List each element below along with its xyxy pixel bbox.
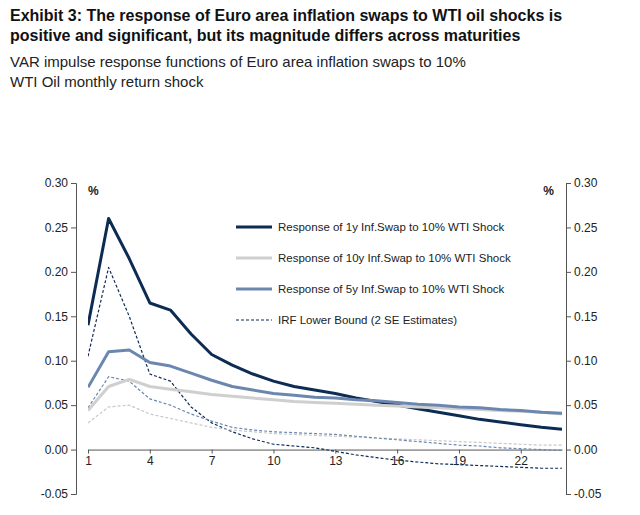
legend-label: IRF Lower Bound (2 SE Estimates) (278, 314, 457, 326)
legend-swatch (236, 257, 272, 260)
x-tick: 10 (267, 450, 281, 469)
text-line: Exhibit 3: The response of Euro area inf… (10, 7, 562, 24)
y-tick: 0.00 (45, 443, 76, 457)
y-tick-mark (71, 272, 76, 273)
y2-tick: 0.00 (566, 443, 598, 457)
x-tick: 19 (453, 450, 467, 469)
y2-axis: -0.05 0.00 0.05 0.10 0.15 0.20 0.25 0.30 (566, 176, 602, 501)
legend-label: Response of 1y Inf.Swap to 10% WTI Shock (278, 221, 505, 233)
y-tick-label: 0.05 (45, 398, 69, 412)
text-line: positive and significant, but its magnit… (10, 27, 520, 44)
y-axis: -0.05 0.00 0.05 0.10 0.15 0.20 0.25 0.30 (41, 176, 77, 501)
y2-tick: 0.25 (566, 221, 598, 235)
y2-tick: 0.30 (566, 176, 598, 190)
y2-tick-label: 0.10 (574, 354, 598, 368)
y2-tick-mark (566, 450, 571, 451)
x-axis: 1 4 7 10 13 16 19 22 (85, 450, 562, 469)
legend-swatch (236, 226, 272, 229)
x-tick: 7 (209, 450, 216, 469)
x-axis-line (89, 450, 563, 451)
x-tick: 16 (391, 450, 405, 469)
y2-tick-mark (566, 316, 571, 317)
y-tick-label: 0.00 (45, 443, 69, 457)
x-tick-label: 22 (515, 454, 529, 468)
x-tick-mark (212, 450, 213, 454)
x-tick-label: 4 (147, 454, 154, 468)
series-group (88, 219, 562, 469)
x-tick-label: 1 (85, 454, 92, 468)
x-tick-mark (88, 450, 89, 454)
x-tick: 1 (85, 450, 92, 469)
y2-axis-label: % (543, 184, 554, 198)
y-tick-label: 0.25 (45, 221, 69, 235)
y2-tick: 0.20 (566, 265, 598, 279)
chart: Exhibit 3: The response of Euro area inf… (0, 0, 640, 515)
text-line: WTI Oil monthly return shock (10, 73, 204, 90)
y2-tick-label: 0.25 (574, 221, 598, 235)
series-line (88, 219, 562, 430)
lower-bound-line (88, 377, 562, 451)
x-tick-label: 19 (453, 454, 467, 468)
y-axis-line (71, 184, 77, 495)
y2-tick-mark (566, 405, 571, 406)
x-tick-mark (397, 450, 398, 454)
y-tick-mark (71, 227, 76, 228)
series-line (88, 350, 562, 413)
y2-tick: -0.05 (566, 487, 602, 501)
legend-label: Response of 10y Inf.Swap to 10% WTI Shoc… (278, 252, 511, 264)
y-tick-mark (71, 361, 76, 362)
x-tick-label: 13 (329, 454, 343, 468)
x-tick: 22 (515, 450, 529, 469)
legend-label: Response of 5y Inf.Swap to 10% WTI Shock (278, 283, 505, 295)
y-tick-mark (71, 494, 76, 495)
y2-tick-label: -0.05 (574, 487, 602, 501)
y-tick-mark (71, 450, 76, 451)
y-tick: 0.20 (45, 265, 76, 279)
x-tick-mark (459, 450, 460, 454)
y-tick: 0.10 (45, 354, 76, 368)
y-tick-label: 0.30 (45, 176, 69, 190)
x-tick: 13 (329, 450, 343, 469)
y2-tick-label: 0.15 (574, 310, 598, 324)
y-tick: -0.05 (41, 487, 76, 501)
y2-tick-mark (566, 361, 571, 362)
y-tick-label: -0.05 (41, 487, 69, 501)
y-tick: 0.15 (45, 310, 76, 324)
x-tick-mark (150, 450, 151, 454)
y2-tick-mark (566, 494, 571, 495)
x-tick-label: 7 (209, 454, 216, 468)
y-axis-label: % (88, 184, 99, 198)
legend-swatch (236, 319, 272, 320)
legend: Response of 1y Inf.Swap to 10% WTI Shock… (236, 221, 511, 326)
y2-tick: 0.05 (566, 398, 598, 412)
y-tick-mark (71, 183, 76, 184)
x-tick-mark (521, 450, 522, 454)
y2-tick: 0.15 (566, 310, 598, 324)
y2-tick-mark (566, 272, 571, 273)
y2-tick-mark (566, 183, 571, 184)
y-tick-label: 0.10 (45, 354, 69, 368)
x-tick: 4 (147, 450, 154, 469)
lower-bound-line (88, 267, 562, 468)
y2-tick: 0.10 (566, 354, 598, 368)
y2-tick-label: 0.20 (574, 265, 598, 279)
legend-swatch (236, 288, 272, 291)
text-line: VAR impulse response functions of Euro a… (10, 53, 466, 70)
subtitle: VAR impulse response functions of Euro a… (10, 53, 466, 90)
y-tick-label: 0.20 (45, 265, 69, 279)
y2-tick-label: 0.00 (574, 443, 598, 457)
title: Exhibit 3: The response of Euro area inf… (10, 7, 562, 44)
y2-axis-line (567, 184, 572, 495)
y2-tick-mark (566, 227, 571, 228)
x-tick-label: 10 (267, 454, 281, 468)
y-tick-mark (71, 316, 76, 317)
y-tick: 0.05 (45, 398, 76, 412)
y2-tick-label: 0.05 (574, 398, 598, 412)
y-tick-label: 0.15 (45, 310, 69, 324)
y-tick: 0.25 (45, 221, 76, 235)
y2-tick-label: 0.30 (574, 176, 598, 190)
y-tick-mark (71, 405, 76, 406)
y-tick: 0.30 (45, 176, 76, 190)
x-tick-mark (273, 450, 274, 454)
